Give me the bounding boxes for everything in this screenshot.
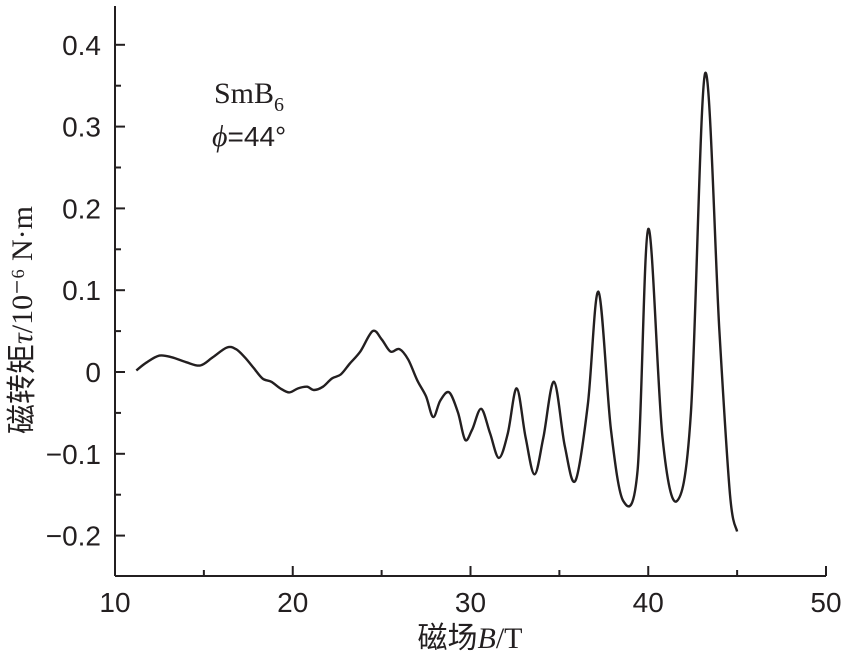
y-axis-title-prefix: 磁转矩: [6, 344, 39, 434]
angle-symbol: ϕ: [212, 120, 228, 153]
y-tick-label: 0.1: [62, 275, 101, 306]
axis-ticks: [114, 43, 827, 576]
material-base: SmB: [214, 77, 274, 110]
x-tick-label: 20: [277, 587, 308, 618]
y-tick-label: 0: [85, 357, 101, 388]
x-tick-label: 40: [633, 587, 664, 618]
tick-labels: −0.2 −0.1 0 0.1 0.2 0.3 0.4 10 20 30 40 50: [46, 30, 842, 618]
x-tick-label: 50: [810, 587, 841, 618]
x-axis-title-unit: /T: [496, 622, 523, 655]
y-axis-title: 磁转矩τ/10⁻⁶ N·m: [6, 206, 39, 434]
angle-label: ϕ=44°: [212, 120, 286, 153]
y-tick-label: 0.4: [62, 30, 101, 61]
x-axis-title-prefix: 磁场: [418, 622, 478, 655]
angle-value: =44°: [228, 121, 287, 152]
x-axis-title-var: B: [478, 622, 496, 655]
x-axis-title: 磁场B/T: [418, 622, 523, 655]
y-tick-label: 0.3: [62, 112, 101, 143]
x-tick-label: 10: [99, 587, 130, 618]
y-axis-title-var: τ: [6, 332, 39, 344]
material-label: SmB6: [214, 77, 284, 116]
material-subscript: 6: [274, 94, 284, 116]
x-tick-label: 30: [455, 587, 486, 618]
y-tick-label: −0.1: [46, 439, 101, 470]
y-tick-label: 0.2: [62, 193, 101, 224]
y-tick-label: −0.2: [46, 521, 101, 552]
y-axis-title-unit: /10⁻⁶ N·m: [6, 206, 39, 333]
torque-series-line: [135, 71, 739, 532]
